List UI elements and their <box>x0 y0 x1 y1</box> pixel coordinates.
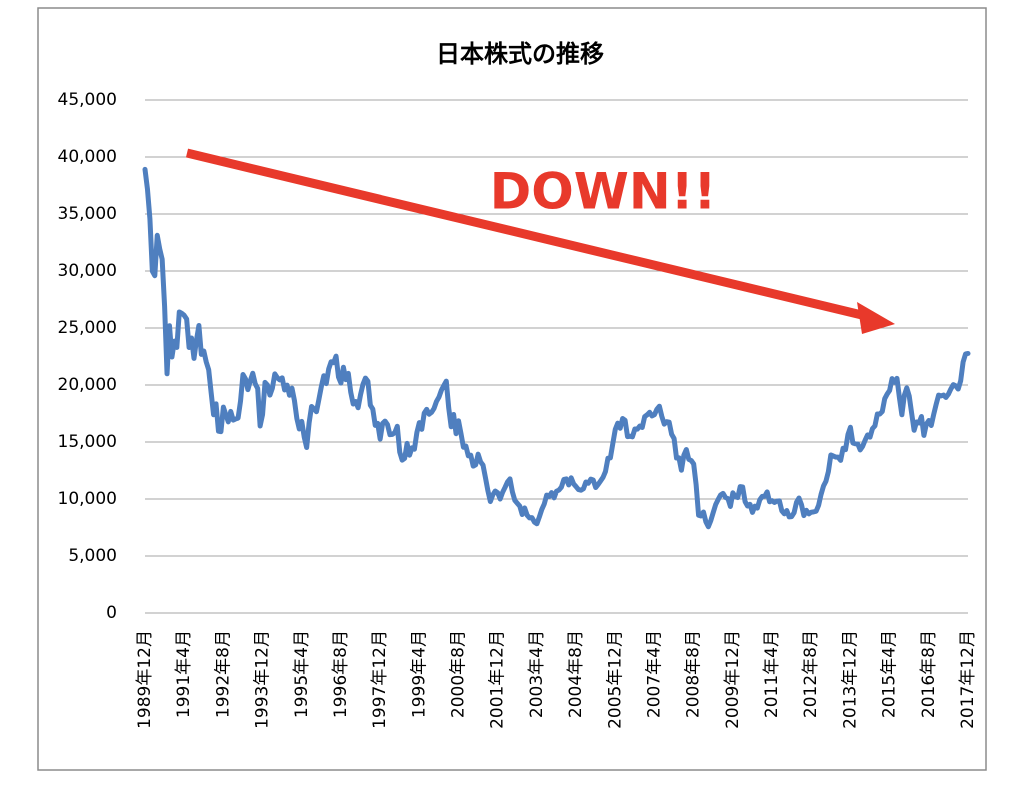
chart-title: 日本株式の推移 <box>436 40 604 68</box>
arrow-shaft <box>185 148 868 321</box>
x-tick-label: 2012年8月 <box>801 630 821 718</box>
x-tick-label: 1997年12月 <box>370 630 390 729</box>
x-tick-label: 2007年4月 <box>644 630 664 718</box>
x-tick-label: 2004年8月 <box>566 630 586 718</box>
grid <box>145 99 968 614</box>
annotation: DOWN!! <box>490 163 717 221</box>
x-tick-label: 1991年4月 <box>174 630 194 718</box>
x-tick-label: 2015年4月 <box>880 630 900 718</box>
arrow <box>185 148 895 334</box>
y-tick-label: 40,000 <box>58 147 117 167</box>
y-tick-label: 15,000 <box>58 432 117 452</box>
y-tick-label: 0 <box>106 603 117 623</box>
x-tick-label: 2001年12月 <box>488 630 508 729</box>
x-tick-label: 1989年12月 <box>135 630 155 729</box>
x-tick-label: 1995年4月 <box>292 630 312 718</box>
y-tick-label: 20,000 <box>58 375 117 395</box>
x-tick-label: 2003年4月 <box>527 630 547 718</box>
x-tick-label: 2000年8月 <box>449 630 469 718</box>
x-tick-label: 2013年12月 <box>840 630 860 729</box>
chart-frame <box>37 7 987 771</box>
arrow-head <box>857 302 895 334</box>
x-tick-label: 1992年8月 <box>213 630 233 718</box>
y-tick-label: 45,000 <box>58 90 117 110</box>
y-tick-label: 25,000 <box>58 318 117 338</box>
y-tick-label: 5,000 <box>68 546 117 566</box>
x-tick-label: 1999年4月 <box>409 630 429 718</box>
y-tick-label: 35,000 <box>58 204 117 224</box>
data-line <box>142 166 971 530</box>
x-tick-label: 2008年8月 <box>684 630 704 718</box>
y-tick-label: 30,000 <box>58 261 117 281</box>
x-tick-label: 2011年4月 <box>762 630 782 718</box>
x-tick-label: 2016年8月 <box>919 630 939 718</box>
x-tick-label: 1993年12月 <box>253 630 273 729</box>
x-tick-label: 1996年8月 <box>331 630 351 718</box>
y-tick-label: 10,000 <box>58 489 117 509</box>
x-tick-label: 2009年12月 <box>723 630 743 729</box>
x-tick-label: 2017年12月 <box>958 630 978 729</box>
x-tick-label: 2005年12月 <box>605 630 625 729</box>
